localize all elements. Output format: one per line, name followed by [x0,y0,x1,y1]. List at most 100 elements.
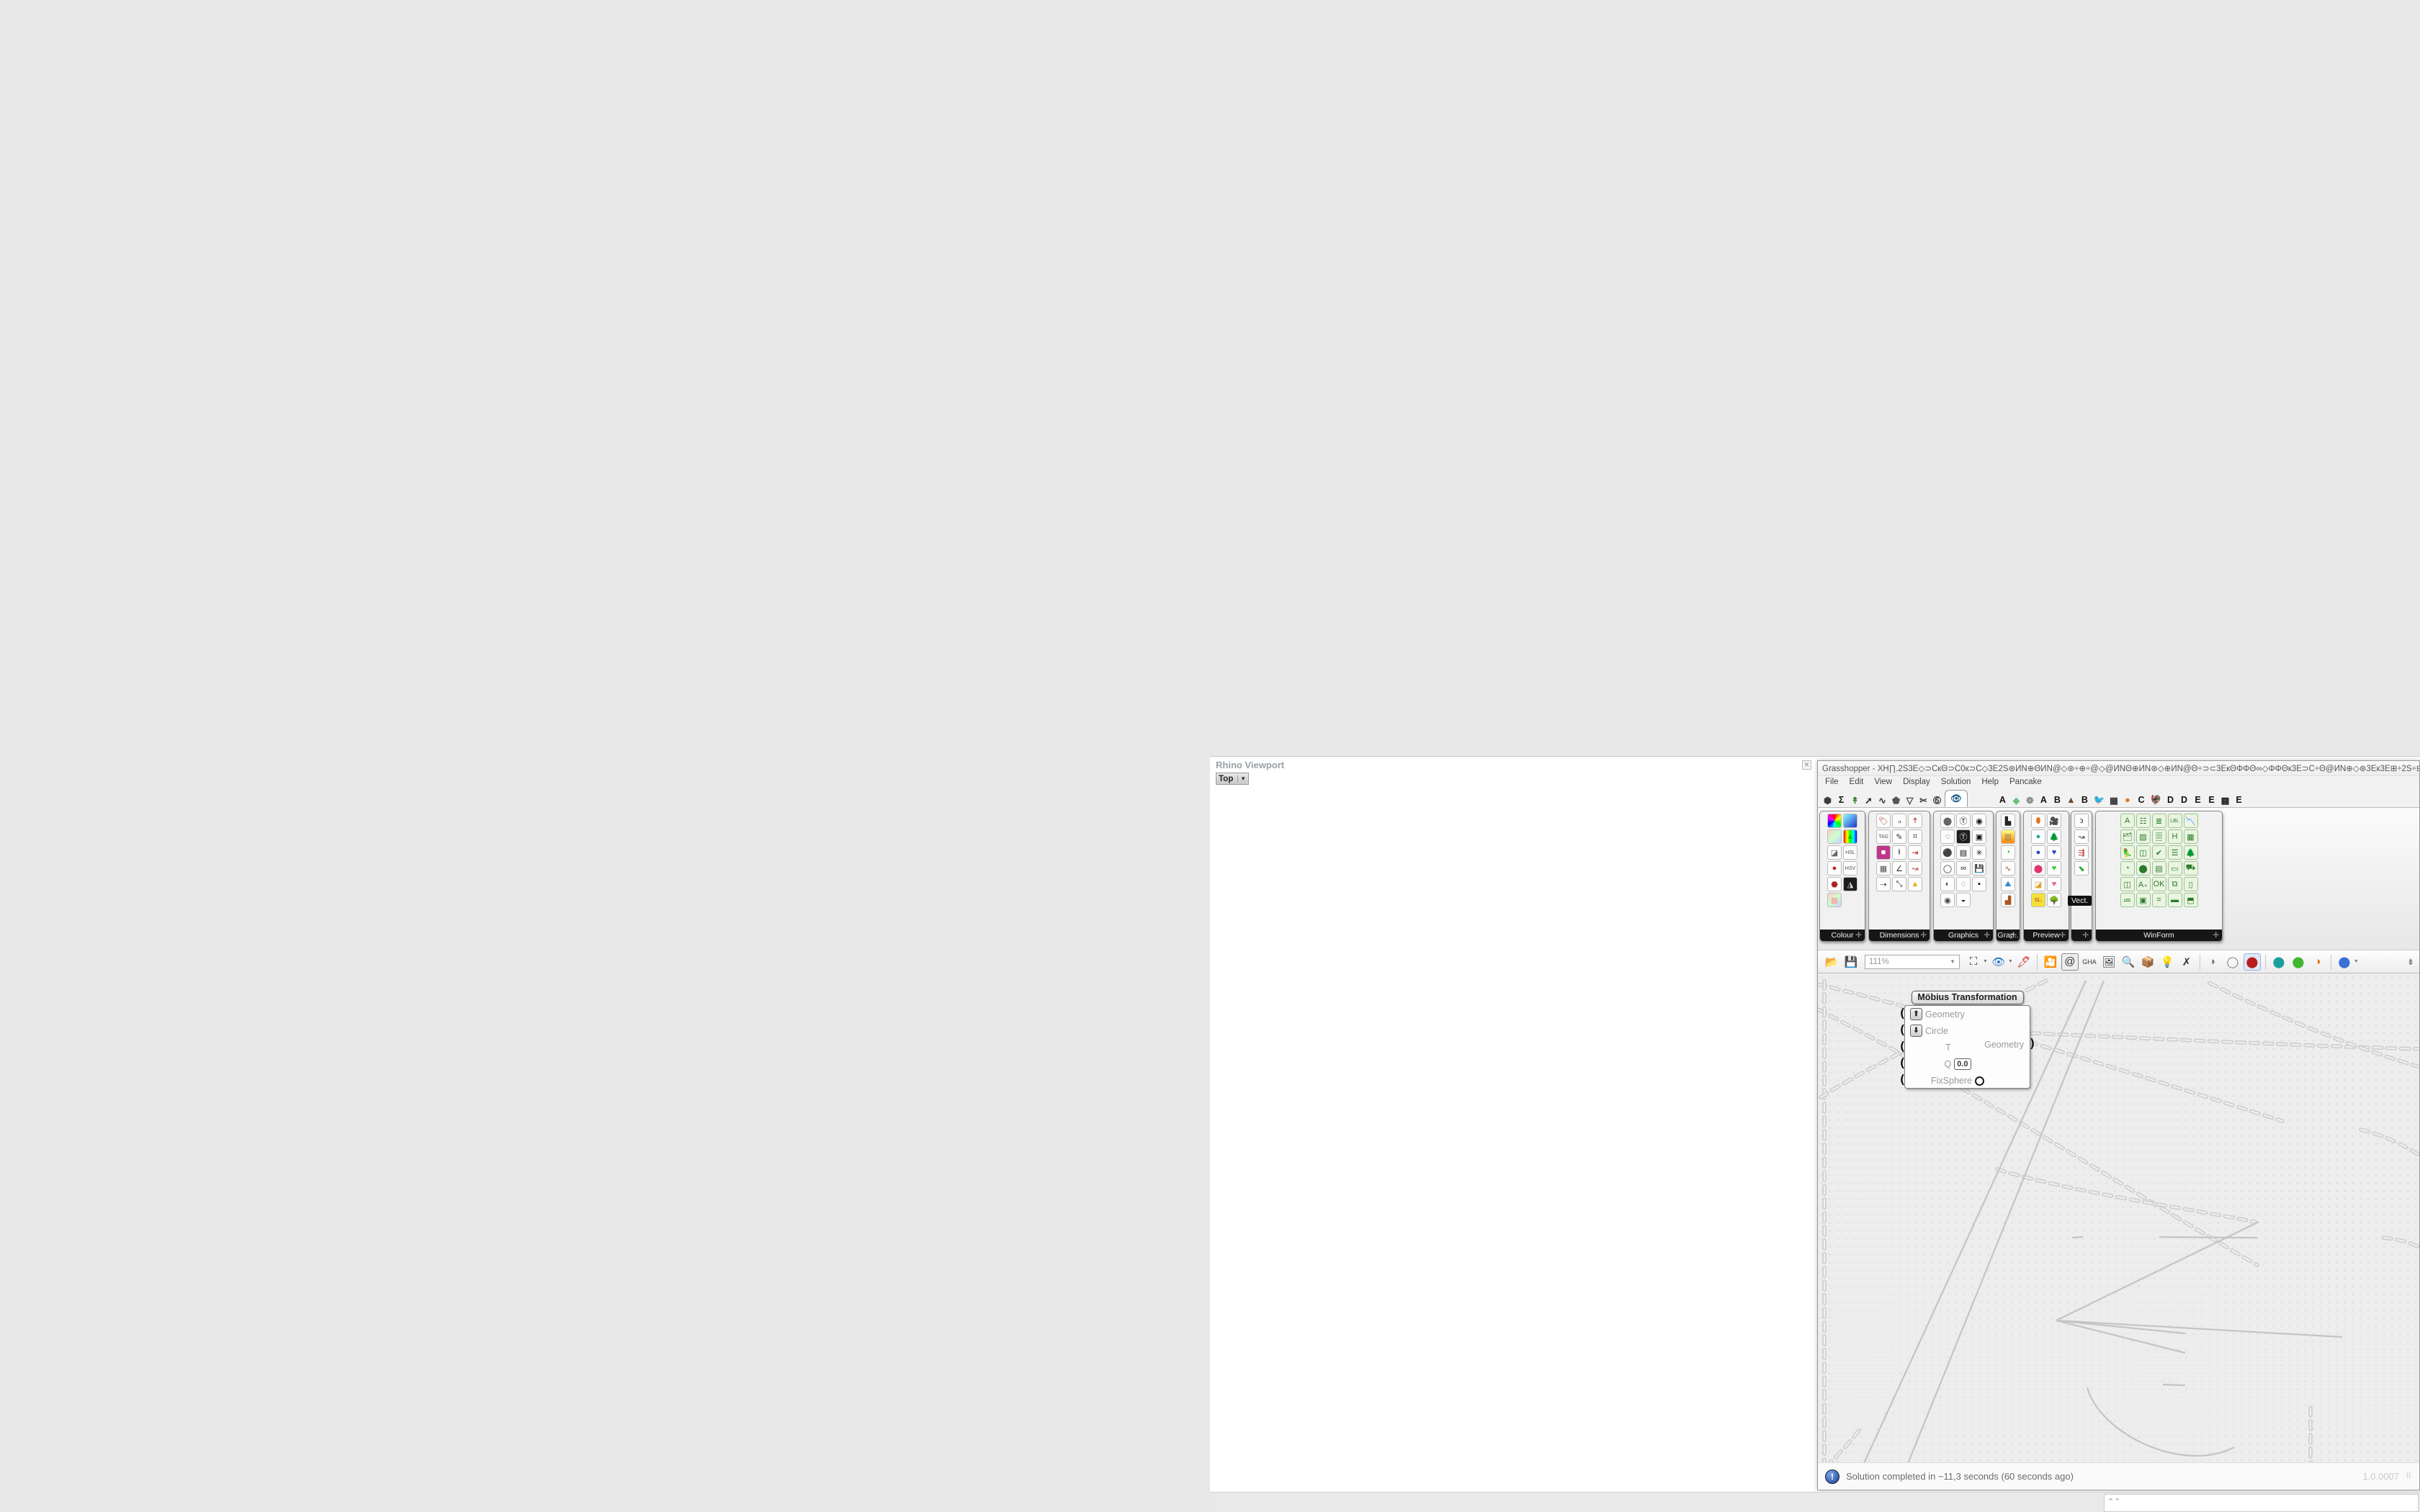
palette-icon[interactable]: ↝ [1908,861,1922,876]
menu-solution[interactable]: Solution [1940,778,1971,786]
palette-icon[interactable]: ▤ [1956,845,1971,860]
toggle-ring[interactable] [1974,1076,1984,1086]
menu-view[interactable]: View [1874,778,1893,786]
node-caption[interactable]: Möbius Transformation [1911,991,2024,1004]
teal-ball-icon[interactable]: ⬤ [2272,955,2285,968]
canvas-image-icon[interactable]: 🖼 [2102,955,2116,968]
palette-icon[interactable]: Ϯ [1908,814,1922,828]
palette-icon[interactable]: ≔ [2120,893,2135,907]
palette-icon[interactable]: ⧉ [2167,877,2182,891]
save-file-icon[interactable]: 💾 [1844,955,1858,968]
palette-icon[interactable]: ▦ [1827,893,1842,907]
palette-icon[interactable]: 🌲 [2047,829,2061,844]
menu-help[interactable]: Help [1981,778,1999,786]
remote-icon[interactable]: @ [2061,953,2079,971]
palette-footer[interactable]: WinForm ✛ [2096,930,2222,941]
hud-chevron-icon[interactable]: ⌃⌃ [2107,1498,2121,1506]
tab-plugin-16[interactable]: B [2081,795,2088,805]
menu-file[interactable]: File [1825,778,1839,786]
expand-icon[interactable]: ✛ [2059,931,2066,940]
resize-grip[interactable]: ⠿ [2405,1472,2412,1481]
palette-icon[interactable]: ● [2031,845,2045,860]
input-port[interactable]: ( [1899,1022,1906,1038]
tab-plugin-11[interactable]: ◆ [2012,795,2020,806]
gha-icon[interactable]: GHA [2082,958,2097,966]
palette-icon[interactable]: ◫ [2136,845,2151,860]
preview-icon[interactable]: 👁 [1991,955,2006,968]
palette-icon[interactable]: ☰ [2167,845,2182,860]
palette-icon[interactable]: ▨ [2136,829,2151,844]
tab-plugin-13[interactable]: A [2040,795,2047,805]
node-mobius[interactable]: ⬆ Geometry(⬇ Circle(T(Q 0.0(FixSphere(Geome… [1899,1005,2036,1089]
palette-icon[interactable]: 𝄛 [2151,829,2166,844]
tab-plugin-27[interactable]: E [2236,795,2242,805]
palette-icon[interactable] [1843,814,1857,828]
palette-icon[interactable]: ▙ [2001,814,2015,828]
palette-icon[interactable]: ◐ [1940,877,1955,891]
palette-icon[interactable]: 🏷 [1876,814,1891,828]
palette-icon[interactable]: ◉ [1940,893,1955,907]
palette-icon[interactable]: SL; [2031,893,2045,907]
tab-params[interactable]: ⬢ [1824,795,1832,806]
palette-icon[interactable]: ▦ [1876,861,1891,876]
tab-sets[interactable]: ↟ [1851,795,1859,806]
tab-plugin-23[interactable]: D [2181,795,2188,805]
palette-icon[interactable]: ✳ [1972,845,1986,860]
input-port[interactable]: ( [1899,1040,1906,1054]
menu-edit[interactable]: Edit [1849,778,1864,786]
tab-plugin-24[interactable]: E [2195,795,2201,805]
disable-icon[interactable]: ✗ [2182,955,2192,968]
palette-icon[interactable]: ♥ [2047,861,2061,876]
palette-icon[interactable]: ▦ [2183,829,2198,844]
palette-icon[interactable]: ⬤ [1940,814,1955,828]
value-box[interactable]: 0.0 [1954,1058,1971,1071]
palette-icon[interactable]: ∿ [2001,861,2015,876]
output-port[interactable]: ) [2028,1036,2036,1051]
chevron-down-icon[interactable]: ▼ [1237,775,1246,782]
blue-ball-icon[interactable]: ⬤ [2338,955,2351,968]
tab-plugin-14[interactable]: B [2053,795,2061,805]
palette-icon[interactable]: ■ [1876,845,1891,860]
palette-icon[interactable]: ✔ [2151,845,2166,860]
arrow-up-icon[interactable]: ⬆ [1910,1008,1922,1021]
palette-icon[interactable]: ◒ [1956,893,1971,907]
grasshopper-canvas[interactable]: Möbius Transformation ⬆ Geometry(⬇ Circle(T… [1818,973,2419,1462]
palette-icon[interactable]: ♥ [2047,877,2061,891]
palette-icon[interactable]: ⚫ [1940,845,1955,860]
palette-icon[interactable]: ⌗ [1908,829,1922,844]
palette-icon[interactable]: ◪ [1827,845,1842,860]
palette-icon[interactable] [1827,814,1842,828]
palette-icon[interactable]: 🦜 [2120,845,2135,860]
palette-icon[interactable]: 📉 [2183,814,2198,828]
palette-icon[interactable]: LBL [2167,814,2182,828]
menu-pancake[interactable]: Pancake [2009,778,2042,786]
palette-icon[interactable]: ◉ [1972,814,1986,828]
palette-icon[interactable]: ◔ [2001,845,2015,860]
preview-shaded-icon[interactable]: ⬤ [2243,953,2261,971]
palette-icon[interactable]: ☷ [2136,814,2151,828]
palette-icon[interactable]: HSL [1843,845,1857,860]
palette-icon[interactable]: Ⓣ [1956,814,1971,828]
palette-icon[interactable]: ◔ [2120,861,2135,876]
palette-icon[interactable]: 🗂 [2120,829,2135,844]
camera-icon[interactable]: 🎦 [2043,955,2058,968]
palette-icon[interactable]: ● [1827,861,1842,876]
tab-plugin-26[interactable]: ▩ [2220,795,2230,806]
palette-icon[interactable]: ▥ [2001,829,2015,844]
palette-icon[interactable]: A [2120,814,2135,828]
expand-icon[interactable]: ✛ [2010,931,2017,940]
tab-transform[interactable]: ➅ [1933,795,1941,806]
tab-curve[interactable]: ∿ [1878,795,1886,806]
palette-icon[interactable]: ⬮ [2031,814,2045,828]
palette-icon[interactable]: ≣ [2151,814,2166,828]
palette-icon[interactable]: ◌ [1940,829,1955,844]
open-file-icon[interactable]: 📂 [1824,955,1839,968]
palette-icon[interactable]: ◪ [2031,877,2045,891]
tab-plugin-15[interactable]: ▲ [2066,795,2076,805]
palette-icon[interactable]: ⛰ [2001,877,2015,891]
palette-icon[interactable]: 🌲 [2183,845,2198,860]
close-icon[interactable]: ✕ [1802,760,1811,770]
expand-icon[interactable]: ✛ [1984,931,1990,940]
tab-surface[interactable]: ⬟ [1892,795,1900,806]
palette-icon[interactable]: HSV [1843,861,1857,876]
